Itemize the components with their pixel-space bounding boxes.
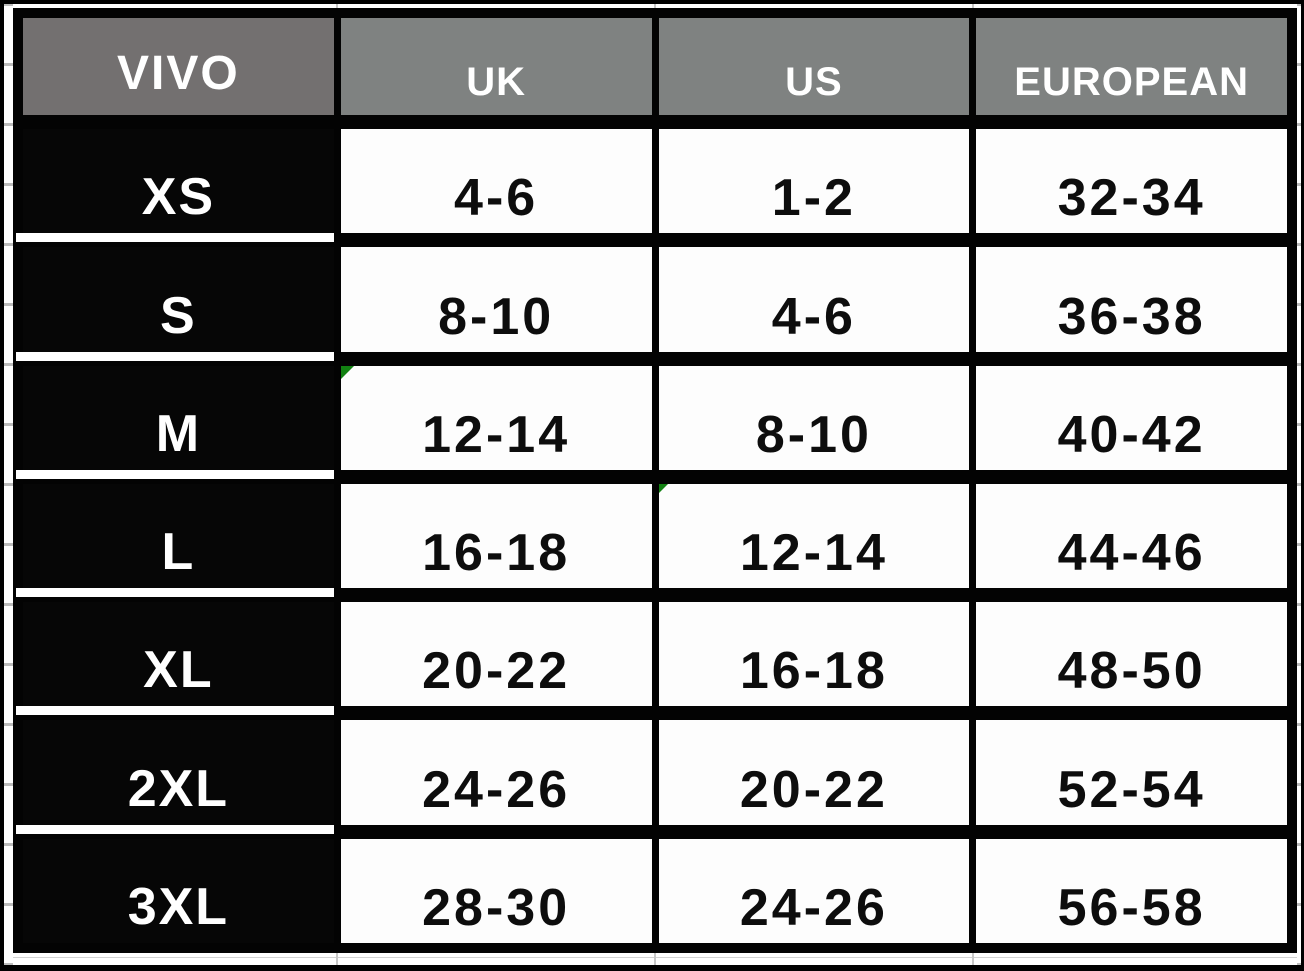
cell-2xl-us[interactable]: 20-22: [658, 720, 970, 825]
cell-l-us[interactable]: 12-14: [658, 483, 970, 589]
cell-xs-uk[interactable]: 4-6: [340, 129, 652, 234]
cell-l-uk[interactable]: 16-18: [340, 483, 652, 589]
size-label: XS: [141, 168, 216, 227]
header-label: US: [785, 60, 843, 104]
cell-xl-uk[interactable]: 20-22: [340, 602, 652, 707]
cell-value: 40-42: [1057, 405, 1206, 464]
cell-value: 4-6: [454, 169, 539, 228]
cell-m-uk[interactable]: 12-14: [340, 365, 652, 470]
sheet-gridline: [654, 953, 656, 965]
row-label-l[interactable]: L: [16, 483, 334, 598]
cell-value: 8-10: [438, 287, 555, 346]
cell-value: 16-18: [739, 642, 888, 701]
cell-value: 56-58: [1057, 878, 1206, 937]
row-label-xl[interactable]: XL: [16, 602, 334, 716]
cell-value: 32-34: [1057, 169, 1206, 228]
cell-value: 1-2: [771, 169, 856, 228]
header-cell-us[interactable]: US: [658, 18, 970, 115]
size-label: 3XL: [127, 877, 230, 936]
sheet-gridline: [336, 953, 338, 965]
cell-value: 24-26: [739, 878, 888, 937]
sheet-gridline: [336, 4, 338, 9]
cell-m-eu[interactable]: 40-42: [976, 365, 1287, 470]
sheet-gridline-gutter-bottom: [4, 953, 1300, 965]
row-label-3xl[interactable]: 3XL: [23, 838, 334, 943]
cell-xs-us[interactable]: 1-2: [658, 129, 970, 234]
header-cell-uk[interactable]: UK: [340, 18, 652, 115]
cell-value: 12-14: [739, 524, 888, 583]
sheet-gridline-gutter-right: [1297, 4, 1301, 965]
sheet-gridline: [972, 953, 974, 965]
cell-2xl-uk[interactable]: 24-26: [340, 720, 652, 825]
cell-xs-eu[interactable]: 32-34: [976, 129, 1287, 234]
sheet-gridline-gutter-top: [4, 4, 1300, 9]
size-label: 2XL: [127, 759, 230, 818]
cell-value: 20-22: [422, 642, 571, 701]
row-label-2xl[interactable]: 2XL: [16, 720, 334, 835]
cell-value: 16-18: [422, 524, 571, 583]
size-label: L: [161, 523, 196, 582]
cell-error-indicator-icon: [340, 365, 354, 379]
sheet-gridline-gutter-left: [4, 4, 13, 965]
cell-s-uk[interactable]: 8-10: [340, 247, 652, 352]
cell-value: 44-46: [1057, 524, 1206, 583]
cell-value: 52-54: [1057, 760, 1206, 819]
cell-l-eu[interactable]: 44-46: [976, 483, 1287, 589]
cell-xl-eu[interactable]: 48-50: [976, 602, 1287, 707]
cell-3xl-eu[interactable]: 56-58: [976, 838, 1287, 943]
cell-value: 28-30: [422, 878, 571, 937]
sheet-gridline: [4, 957, 1300, 958]
cell-value: 8-10: [755, 405, 872, 464]
header-label: EUROPEAN: [1014, 60, 1249, 104]
cell-2xl-eu[interactable]: 52-54: [976, 720, 1287, 825]
row-label-m[interactable]: M: [16, 365, 334, 480]
size-chart-table: VIVO UK US EUROPEAN XS 4-6 1-2 32-34 S 8…: [13, 8, 1297, 953]
cell-s-us[interactable]: 4-6: [658, 247, 970, 352]
header-cell-vivo[interactable]: VIVO: [23, 18, 334, 115]
sheet-gridline: [972, 4, 974, 9]
row-label-xs[interactable]: XS: [16, 129, 334, 243]
cell-3xl-us[interactable]: 24-26: [658, 838, 970, 943]
cell-value: 48-50: [1057, 642, 1206, 701]
sheet-gridline: [654, 4, 656, 9]
header-cell-european[interactable]: EUROPEAN: [976, 18, 1287, 115]
cell-value: 36-38: [1057, 287, 1206, 346]
cell-value: 4-6: [771, 287, 856, 346]
cell-xl-us[interactable]: 16-18: [658, 602, 970, 707]
size-label: XL: [143, 641, 214, 700]
size-label: S: [160, 286, 197, 345]
header-label: UK: [466, 60, 527, 104]
cell-m-us[interactable]: 8-10: [658, 365, 970, 470]
cell-value: 20-22: [739, 760, 888, 819]
cell-s-eu[interactable]: 36-38: [976, 247, 1287, 352]
cell-3xl-uk[interactable]: 28-30: [340, 838, 652, 943]
size-label: M: [155, 404, 202, 463]
header-label: VIVO: [117, 47, 240, 100]
row-label-s[interactable]: S: [16, 247, 334, 361]
cell-value: 24-26: [422, 760, 571, 819]
cell-value: 12-14: [422, 405, 571, 464]
cell-error-indicator-icon: [658, 483, 668, 493]
